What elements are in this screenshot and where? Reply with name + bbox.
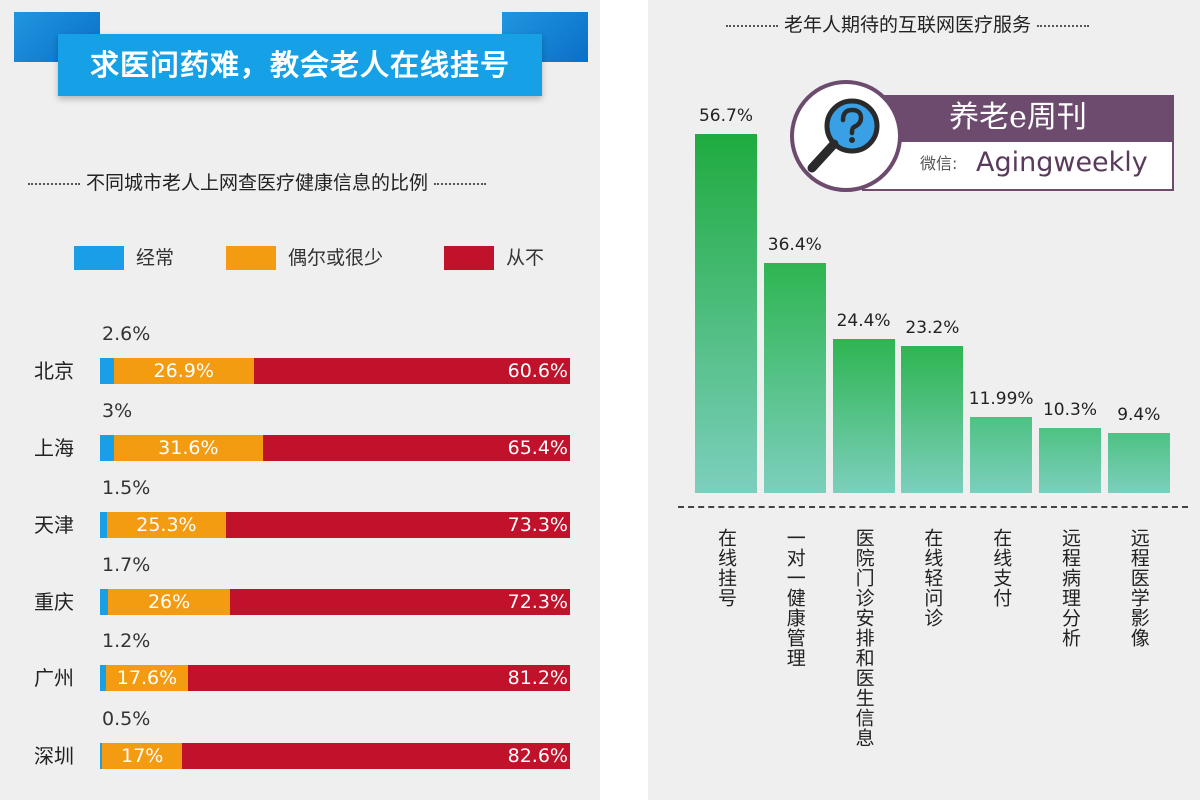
- bar-value-label: 81.2%: [507, 667, 568, 689]
- magnifier-question-icon: [790, 80, 902, 192]
- service-value-label: 11.99%: [968, 389, 1034, 410]
- logo-handle: Agingweekly: [976, 147, 1148, 178]
- logo-wechat-label: 微信:: [920, 154, 958, 173]
- right-chart-title-row: 老年人期待的互联网医疗服务: [720, 10, 1095, 37]
- chart-baseline: [678, 506, 1188, 508]
- service-bar: [832, 338, 895, 493]
- dots-divider: [1037, 24, 1090, 27]
- bar-segment-often: [100, 589, 108, 615]
- bar-segment-sometimes: [107, 512, 226, 538]
- service-bar: [763, 262, 826, 493]
- service-bar: [1107, 433, 1170, 493]
- bar-segment-never: [182, 743, 570, 769]
- bar-value-label: 72.3%: [507, 591, 568, 613]
- bar-segment-often: [100, 435, 115, 461]
- often-value-label: 2.6%: [102, 323, 151, 345]
- service-value-label: 56.7%: [698, 106, 753, 126]
- bar-segment-never: [262, 435, 570, 461]
- often-value-label: 1.7%: [102, 554, 151, 576]
- service-value-label: 10.3%: [1042, 399, 1097, 420]
- banner: 求医问药难，教会老人在线挂号: [58, 34, 542, 96]
- legend-label-sometimes: 偶尔或很少: [288, 247, 384, 269]
- dots-divider: [726, 24, 778, 27]
- bar-segment-sometimes: [107, 589, 231, 615]
- service-category-label: 在线支付: [990, 528, 1013, 608]
- often-value-label: 1.2%: [102, 630, 151, 652]
- bar-segment-often: [100, 665, 106, 691]
- logo-footer: [862, 140, 1174, 191]
- legend-swatch-sometimes: [226, 246, 276, 270]
- legend-swatch-never: [444, 246, 494, 270]
- service-value-label: 9.4%: [1117, 405, 1161, 426]
- often-value-label: 0.5%: [102, 708, 151, 730]
- service-bar: [695, 134, 757, 493]
- bar-segment-never: [230, 589, 570, 615]
- city-label: 上海: [34, 436, 74, 460]
- often-value-label: 3%: [102, 400, 133, 422]
- bar-segment-never: [225, 512, 570, 538]
- bar-segment-never: [253, 358, 570, 384]
- logo-name: 养老e周刊: [949, 100, 1087, 135]
- left-panel: 求医问药难，教会老人在线挂号 不同城市老人上网查医疗健康信息的比例 经常 偶尔或…: [0, 0, 600, 800]
- service-value-label: 23.2%: [905, 318, 960, 339]
- service-category-label: 在线挂号: [715, 528, 737, 608]
- service-value-label: 36.4%: [767, 234, 822, 255]
- bar-value-label: 26.9%: [153, 360, 214, 382]
- bar-segment-sometimes: [105, 665, 189, 691]
- left-chart-title: 不同城市老人上网查医疗健康信息的比例: [86, 172, 429, 194]
- city-label: 广州: [34, 666, 74, 690]
- bar-segment-sometimes: [114, 435, 263, 461]
- banner-title: 求医问药难，教会老人在线挂号: [89, 48, 510, 82]
- bar-segment-never: [188, 665, 570, 691]
- bar-value-label: 26%: [147, 591, 191, 613]
- service-value-label: 24.4%: [836, 310, 891, 331]
- bar-value-label: 17%: [121, 745, 164, 767]
- city-label: 重庆: [34, 590, 74, 614]
- bar-segment-often: [100, 358, 114, 384]
- bar-value-label: 25.3%: [136, 514, 197, 536]
- city-label: 天津: [34, 513, 74, 537]
- service-category-label: 在线轻问诊: [921, 528, 944, 628]
- legend-label-never: 从不: [506, 247, 545, 269]
- service-category-label: 一对一健康管理: [783, 528, 806, 668]
- legend-swatch-often: [74, 246, 124, 270]
- service-bar: [1039, 427, 1101, 493]
- service-category-label: 医院门诊安排和医生信息: [852, 528, 875, 748]
- city-label: 深圳: [34, 744, 74, 768]
- service-bar: [970, 417, 1033, 493]
- often-value-label: 1.5%: [102, 477, 151, 499]
- logo-header: [862, 95, 1174, 140]
- service-category-label: 远程医学影像: [1127, 528, 1150, 648]
- bar-segment-often: [100, 512, 108, 538]
- bar-segment-often: [100, 743, 103, 769]
- logo: 养老e周刊 微信: Agingweekly: [790, 80, 1174, 192]
- right-panel: 老年人期待的互联网医疗服务 56.7% 在线挂号 36.4% 一对一健康管理 24.4%…: [648, 0, 1200, 800]
- bar-value-label: 31.6%: [158, 437, 219, 459]
- service-category-label: 远程病理分析: [1059, 528, 1081, 648]
- legend-label-often: 经常: [136, 247, 175, 269]
- service-bar: [901, 346, 964, 493]
- bar-value-label: 17.6%: [116, 667, 178, 689]
- dots-divider: [28, 182, 80, 185]
- city-label: 北京: [34, 359, 74, 383]
- left-chart-title-row: 不同城市老人上网查医疗健康信息的比例: [22, 168, 492, 195]
- dots-divider: [434, 182, 487, 185]
- right-chart-title: 老年人期待的互联网医疗服务: [784, 14, 1032, 36]
- bar-value-label: 82.6%: [507, 745, 568, 767]
- bar-value-label: 60.6%: [507, 360, 568, 382]
- bar-segment-sometimes: [102, 743, 183, 769]
- bar-value-label: 65.4%: [507, 437, 568, 459]
- bar-segment-sometimes: [113, 358, 254, 384]
- bar-value-label: 73.3%: [507, 514, 568, 536]
